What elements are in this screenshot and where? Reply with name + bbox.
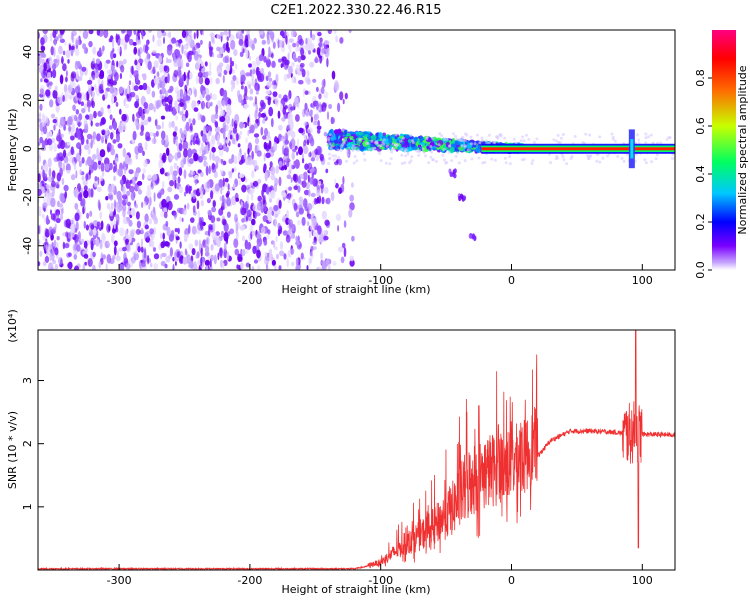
- snr-frame: [37, 329, 676, 571]
- spectrogram-y-axis-label: Frequency (Hz): [6, 109, 19, 192]
- colorbar-tick-label: 0.0: [694, 261, 707, 279]
- snr-panel: -300 -200 -100 0 100 1 2 3 Height of straight …: [6, 309, 676, 596]
- snr-x-tick-label: 100: [632, 574, 653, 587]
- snr-y-tick-label: 2: [21, 440, 34, 447]
- snr-x-tick-label: -200: [237, 574, 262, 587]
- colorbar-axis: 0.0 0.2 0.4 0.6 0.8: [694, 69, 712, 279]
- spectrogram-y-tick-label: 40: [21, 45, 34, 59]
- colorbar-label: Normalized spectral amplitude: [736, 65, 749, 234]
- snr-series-line: [38, 330, 675, 570]
- snr-x-axis-label: Height of straight line (km): [281, 583, 430, 596]
- colorbar-tick-label: 0.8: [694, 69, 707, 87]
- snr-y-axis-label: SNR (10 * v/v): [6, 411, 19, 489]
- spectrogram-y-axis: -40 -20 0 20 40: [21, 45, 44, 255]
- colorbar: 0.0 0.2 0.4 0.6 0.8 Normalized spectral ampl…: [694, 30, 749, 279]
- figure-title: C2E1.2022.330.22.46.R15: [270, 3, 441, 18]
- spectrogram-x-tick-label: -100: [368, 274, 393, 287]
- colorbar-tick-label: 0.4: [694, 165, 707, 183]
- spectrogram-x-tick-label: 100: [632, 274, 653, 287]
- colorbar-gradient: [712, 30, 736, 270]
- snr-y-tick-label: 3: [21, 377, 34, 384]
- spectrogram-y-tick-label: 0: [21, 145, 34, 152]
- spectrogram-x-tick-label: -300: [107, 274, 132, 287]
- snr-x-axis: -300 -200 -100 0 100: [107, 564, 653, 587]
- snr-y-multiplier: (x10⁴): [6, 309, 19, 343]
- spectrogram-y-tick-label: -20: [21, 188, 34, 206]
- snr-x-tick-label: -300: [107, 574, 132, 587]
- snr-y-axis: 1 2 3: [21, 377, 44, 510]
- spectrogram-image: [38, 30, 675, 270]
- spectrogram-x-axis-label: Height of straight line (km): [281, 283, 430, 296]
- spectrogram-frame: [37, 29, 676, 271]
- colorbar-tick-label: 0.2: [694, 213, 707, 231]
- spike-core: [630, 139, 634, 159]
- spectrogram-x-tick-label: 0: [508, 274, 515, 287]
- spectrogram-x-axis: -300 -200 -100 0 100: [107, 264, 653, 287]
- snr-x-tick-label: -100: [368, 574, 393, 587]
- snr-x-tick-label: 0: [508, 574, 515, 587]
- spectrogram-y-tick-label: -40: [21, 237, 34, 255]
- colorbar-tick-label: 0.6: [694, 117, 707, 135]
- snr-y-tick-label: 1: [21, 503, 34, 510]
- spectrogram-y-tick-label: 20: [21, 93, 34, 107]
- spectrogram-x-tick-label: -200: [237, 274, 262, 287]
- tone-core: [481, 147, 675, 151]
